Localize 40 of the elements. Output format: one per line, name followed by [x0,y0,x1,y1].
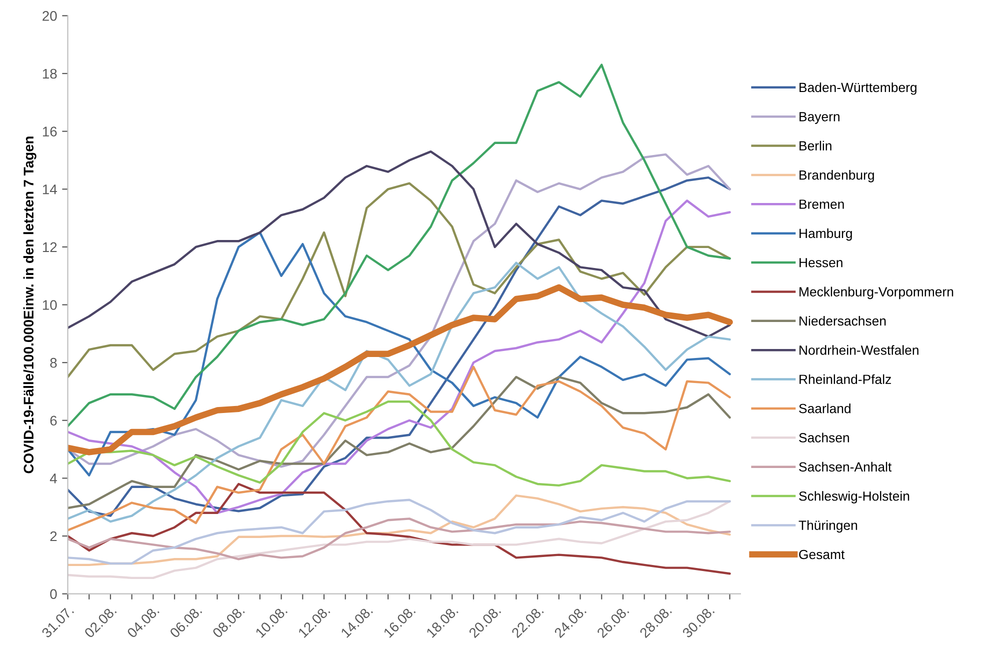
line-series [68,64,731,428]
y-tick-label: 20 [42,11,57,21]
legend-label: Sachsen-Anhalt [799,462,892,472]
legend-label: Niedersachsen [800,316,886,326]
legend-label: Sachsen [799,432,849,442]
y-tick-label: 12 [42,242,57,252]
legend-label: Nordrhein-Westfalen [800,345,918,355]
line-series [68,231,731,476]
legend-label: Brandenburg [800,170,874,182]
line-series [68,400,731,487]
y-tick-label: 2 [50,531,57,542]
legend-label: Thüringen [798,520,858,533]
line-series [68,518,731,560]
y-tick-label: 8 [50,358,57,368]
line-series [68,182,731,378]
legend-label: Bayern [800,112,840,124]
legend-label: Hessen [800,258,842,268]
line-series [68,262,731,523]
y-tick-label: 18 [42,68,57,79]
line-series [68,376,731,510]
y-axis-title: COVID-19-Fälle/100.000Einw. in den letzten 7 Tagen [23,136,36,474]
line-series [68,482,731,575]
y-tick-label: 16 [42,126,57,136]
y-tick-label: 10 [42,300,57,310]
y-tick-label: 6 [50,416,57,426]
y-tick-label: 0 [50,589,57,599]
legend-label: Schleswig-Holstein [799,491,910,504]
legend-label: Rheinland-Pfalz [800,374,891,384]
y-tick-label: 4 [50,474,57,484]
legend-label: Bremen [800,200,844,209]
legend-label: Mecklenburg-Vorpommern [800,286,954,300]
legend-label: Baden-Württemberg [800,82,916,95]
line-series [68,150,731,338]
y-tick-label: 14 [42,184,57,194]
line-series [68,366,731,532]
legend-label: Gesamt [799,550,845,560]
legend-label: Saarland [799,404,850,414]
legend-label: Hamburg [800,228,852,241]
legend-label: Berlin [800,140,832,151]
line-series [68,500,731,580]
